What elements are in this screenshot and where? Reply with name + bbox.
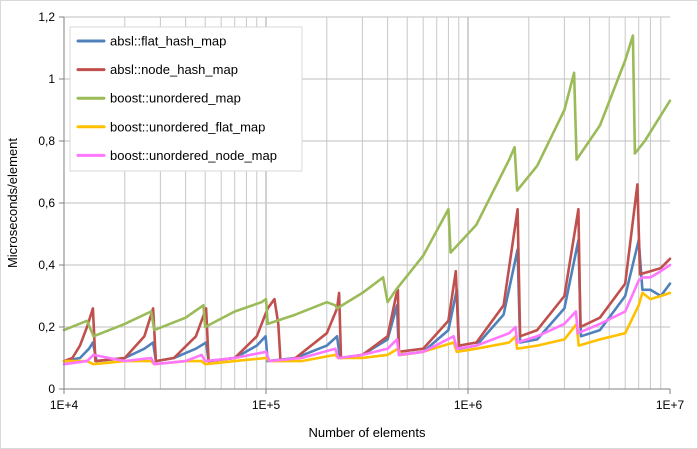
axes: 0 0,2 0,4 0,6 0,8 1 1,2 1E+4 1E+5 1E+6 1E+7 — [38, 10, 684, 412]
x-tick-label: 1E+4 — [50, 398, 79, 412]
legend-label-4: boost::unordered_node_map — [110, 148, 277, 163]
series-line-4 — [62, 263, 672, 366]
legend-label-2: boost::unordered_map — [110, 91, 241, 106]
x-tick-label: 1E+7 — [656, 398, 685, 412]
legend-label-0: absl::flat_hash_map — [110, 34, 226, 49]
y-tick-label: 0,6 — [38, 196, 55, 210]
x-axis-title: Number of elements — [308, 425, 426, 440]
y-tick-label: 1 — [48, 72, 55, 86]
series-line-2 — [62, 34, 672, 338]
legend-label-1: absl::node_hash_map — [110, 62, 238, 77]
x-tick-label: 1E+5 — [252, 398, 281, 412]
series-lines — [62, 34, 672, 366]
y-tick-label: 0,2 — [38, 320, 55, 334]
y-tick-label: 0 — [48, 382, 55, 396]
y-tick-label: 1,2 — [38, 10, 55, 24]
y-tick-label: 0,4 — [38, 258, 55, 272]
y-axis-title: Microseconds/element — [5, 138, 20, 268]
y-tick-label: 0,8 — [38, 134, 55, 148]
legend-box — [69, 26, 303, 172]
legend: absl::flat_hash_mapabsl::node_hash_mapbo… — [69, 26, 303, 172]
legend-label-3: boost::unordered_flat_map — [110, 119, 265, 134]
x-tick-label: 1E+6 — [454, 398, 483, 412]
